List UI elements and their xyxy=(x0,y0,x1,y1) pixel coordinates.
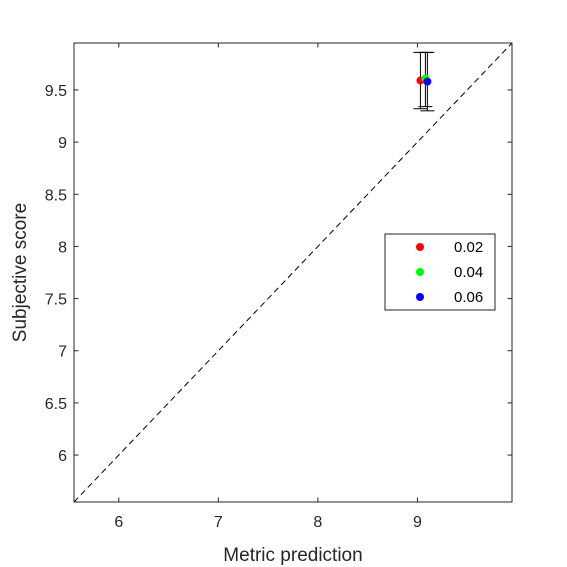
legend-label: 0.02 xyxy=(454,239,483,256)
legend-marker xyxy=(416,268,424,276)
x-tick-label: 7 xyxy=(214,514,223,531)
legend-marker xyxy=(416,293,424,301)
y-tick-label: 7 xyxy=(58,344,67,361)
diagonal-reference-line xyxy=(73,42,513,503)
y-axis-label: Subjective score xyxy=(10,203,31,342)
data-point xyxy=(423,77,432,86)
x-axis-label: Metric prediction xyxy=(223,545,362,566)
y-tick-label: 7.5 xyxy=(45,292,67,309)
legend-marker xyxy=(416,243,424,251)
x-tick-label: 9 xyxy=(413,514,422,531)
legend-label: 0.04 xyxy=(454,264,483,281)
y-tick-label: 8.5 xyxy=(45,187,67,204)
y-tick-label: 6.5 xyxy=(45,396,67,413)
x-tick-label: 8 xyxy=(313,514,322,531)
y-tick-label: 8 xyxy=(58,239,67,256)
y-tick-label: 6 xyxy=(58,448,67,465)
x-tick-label: 6 xyxy=(114,514,123,531)
y-tick-label: 9.5 xyxy=(45,83,67,100)
legend-box xyxy=(384,233,496,311)
legend-label: 0.06 xyxy=(454,289,483,306)
y-tick-label: 9 xyxy=(58,135,67,152)
legend: 0.02 0.04 0.06 xyxy=(384,233,496,311)
plot-frame xyxy=(73,42,513,503)
